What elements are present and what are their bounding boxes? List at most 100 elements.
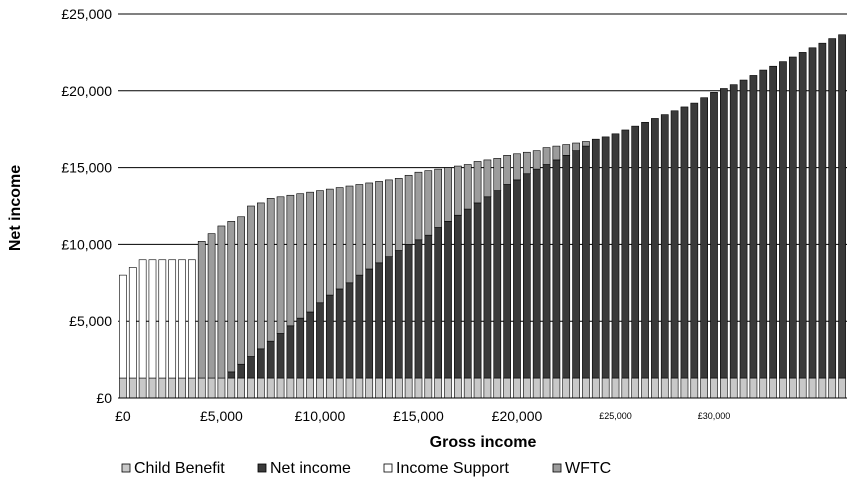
- bar-child-benefit: [493, 377, 502, 399]
- bar-child-benefit: [818, 377, 827, 399]
- bar-net-income: [641, 121, 649, 379]
- legend-swatch: [552, 463, 562, 473]
- bar-child-benefit: [148, 377, 157, 399]
- bar-income-support: [178, 259, 186, 379]
- bar-child-benefit: [582, 377, 590, 399]
- bar-net-income: [493, 190, 502, 379]
- bar-child-benefit: [434, 377, 443, 399]
- bar-wftc: [296, 193, 305, 319]
- bar-wftc: [552, 145, 561, 161]
- bar-child-benefit: [424, 377, 433, 399]
- bar-net-income: [247, 356, 255, 379]
- bar-wftc: [483, 159, 492, 198]
- bar-net-income: [828, 38, 837, 379]
- y-axis-title: Net income: [7, 165, 24, 251]
- bar-child-benefit: [532, 377, 541, 399]
- legend-swatch: [383, 463, 393, 473]
- bar-net-income: [414, 239, 423, 379]
- bar-child-benefit: [729, 377, 738, 399]
- bar-child-benefit: [660, 377, 669, 399]
- bar-child-benefit: [158, 377, 167, 399]
- legend-item: Income Support: [383, 460, 510, 477]
- bar-net-income: [759, 69, 768, 379]
- x-axis-title: Gross income: [430, 434, 537, 451]
- bar-net-income: [582, 145, 590, 379]
- bar-wftc: [207, 233, 216, 379]
- bar-wftc: [217, 225, 226, 379]
- x-tick-labels: £0 £5,000 £10,000 £15,000 £20,000 £25,000 £30,…: [115, 408, 730, 424]
- bar-net-income: [651, 118, 659, 379]
- x-tick-label: £5,000: [200, 408, 243, 424]
- bar-child-benefit: [700, 377, 708, 399]
- bar-child-benefit: [759, 377, 768, 399]
- bar-net-income: [690, 102, 699, 379]
- bar-net-income: [385, 256, 393, 379]
- bar-child-benefit: [375, 377, 383, 399]
- bar-child-benefit: [266, 377, 275, 399]
- bar-child-benefit: [680, 377, 689, 399]
- bar-net-income: [710, 92, 718, 379]
- x-tick-label: £10,000: [295, 408, 346, 424]
- bar-child-benefit: [720, 377, 728, 399]
- bar-wftc: [325, 188, 334, 296]
- legend-swatch: [257, 463, 267, 473]
- bar-child-benefit: [749, 377, 758, 399]
- bar-net-income: [286, 325, 295, 379]
- bar-income-support: [138, 259, 147, 379]
- y-tick-label: £5,000: [69, 313, 112, 329]
- bar-wftc: [414, 171, 423, 241]
- bar-wftc: [513, 153, 521, 181]
- y-tick-label: £10,000: [61, 236, 112, 252]
- bar-child-benefit: [641, 377, 649, 399]
- bar-child-benefit: [188, 377, 196, 399]
- bar-income-support: [128, 267, 137, 379]
- bar-child-benefit: [808, 377, 817, 399]
- bar-child-benefit: [119, 377, 127, 399]
- bar-child-benefit: [503, 377, 511, 399]
- bar-child-benefit: [227, 377, 236, 399]
- bar-child-benefit: [404, 377, 413, 399]
- bar-child-benefit: [138, 377, 147, 399]
- bar-wftc: [542, 147, 551, 165]
- bar-wftc: [424, 170, 433, 236]
- bar-child-benefit: [788, 377, 797, 399]
- bar-net-income: [670, 110, 679, 379]
- bar-child-benefit: [444, 377, 452, 399]
- bar-net-income: [266, 340, 275, 379]
- y-tick-label: £20,000: [61, 83, 112, 99]
- bar-net-income: [769, 65, 777, 379]
- bars: [119, 34, 846, 399]
- bar-child-benefit: [168, 377, 177, 399]
- bar-child-benefit: [552, 377, 561, 399]
- bar-net-income: [700, 97, 708, 379]
- bar-net-income: [601, 136, 610, 379]
- bar-child-benefit: [611, 377, 620, 399]
- legend-item: WFTC: [552, 460, 611, 477]
- x-tick-label: £15,000: [393, 408, 444, 424]
- bar-net-income: [503, 184, 511, 379]
- bar-net-income: [473, 202, 482, 379]
- bar-income-support: [148, 259, 157, 379]
- bar-net-income: [463, 208, 472, 379]
- bar-net-income: [355, 274, 364, 379]
- bar-wftc: [503, 155, 511, 185]
- bar-child-benefit: [670, 377, 679, 399]
- bar-wftc: [256, 202, 265, 350]
- legend-label: WFTC: [565, 460, 611, 477]
- bar-child-benefit: [365, 377, 374, 399]
- x-tick-label: £30,000: [698, 411, 731, 421]
- bar-net-income: [729, 84, 738, 379]
- bar-net-income: [522, 173, 531, 379]
- bar-net-income: [434, 227, 443, 379]
- bar-child-benefit: [237, 377, 245, 399]
- bar-child-benefit: [522, 377, 531, 399]
- bar-net-income: [660, 114, 669, 379]
- bar-net-income: [572, 150, 580, 379]
- bar-child-benefit: [473, 377, 482, 399]
- bar-child-benefit: [394, 377, 403, 399]
- x-tick-label: £20,000: [492, 408, 543, 424]
- bar-child-benefit: [828, 377, 837, 399]
- bar-child-benefit: [414, 377, 423, 399]
- bar-child-benefit: [483, 377, 492, 399]
